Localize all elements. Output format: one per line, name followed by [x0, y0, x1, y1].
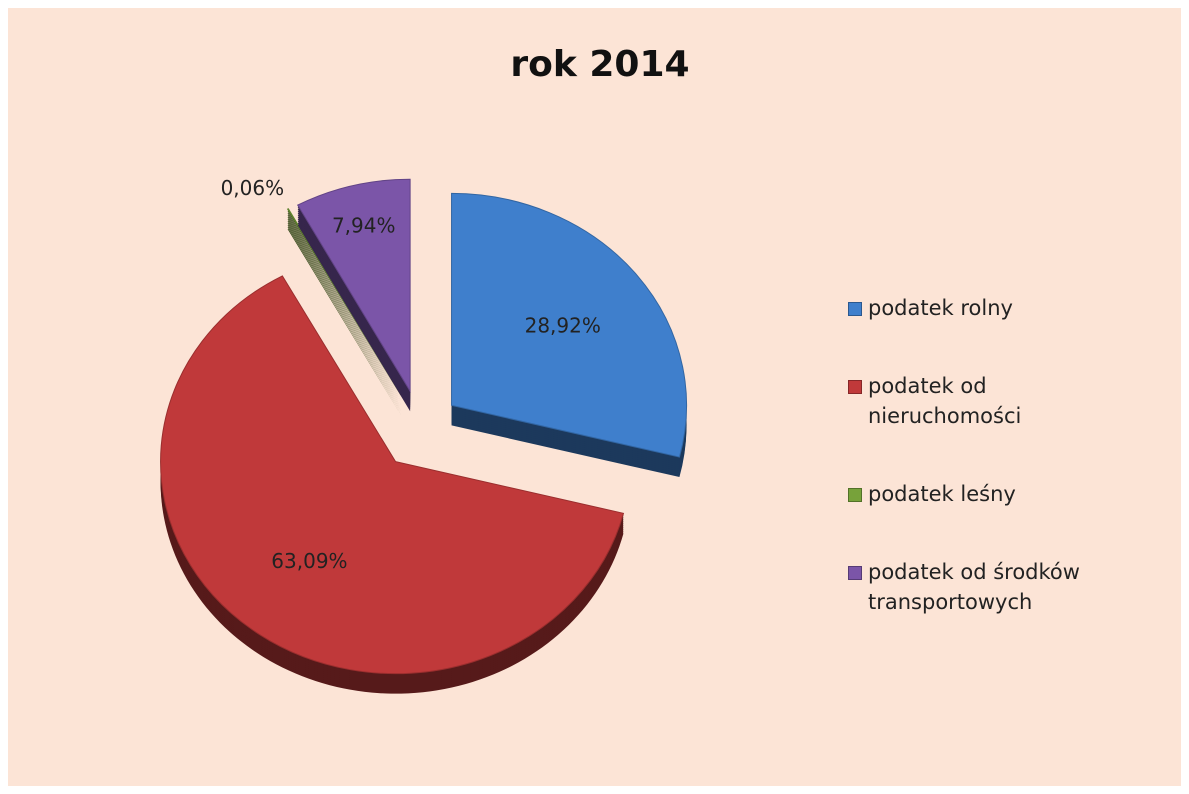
- slice: [296, 178, 411, 412]
- slice-side: [287, 216, 401, 403]
- slice-top: [296, 178, 411, 394]
- legend-item: podatek od środków transportowych: [848, 557, 1168, 617]
- slice-side: [287, 218, 401, 405]
- slice: [160, 275, 625, 694]
- slice-side: [287, 212, 401, 399]
- legend-item: podatek od nieruchomości: [848, 371, 1168, 431]
- slice-side: [287, 210, 401, 397]
- legend-item: podatek leśny: [848, 479, 1168, 509]
- slice-side: [287, 220, 401, 407]
- legend-label: podatek rolny: [868, 296, 1013, 320]
- data-label: 63,09%: [271, 549, 347, 573]
- data-label: 7,94%: [332, 213, 396, 237]
- legend-label: podatek od nieruchomości: [868, 374, 1022, 428]
- legend-swatch: [848, 302, 862, 316]
- slice-top: [160, 275, 625, 675]
- chart: rok 2014 28,92% 63,09% 0,06% 7,94% podatek …: [8, 8, 1181, 786]
- data-label: 0,06%: [221, 176, 285, 200]
- legend-swatch: [848, 380, 862, 394]
- legend-swatch: [848, 488, 862, 502]
- slice-side: [287, 222, 401, 409]
- slice-side: [287, 226, 401, 413]
- legend-label: podatek od środków transportowych: [868, 560, 1080, 614]
- slice-side: [287, 224, 401, 411]
- slice-side: [287, 228, 401, 415]
- legend-swatch: [848, 566, 862, 580]
- legend-item: podatek rolny: [848, 293, 1168, 323]
- legend-label: podatek leśny: [868, 482, 1016, 506]
- data-label: 28,92%: [525, 314, 601, 338]
- slice: [451, 192, 687, 478]
- legend: podatek rolny podatek od nieruchomości pod…: [848, 293, 1168, 665]
- slice-side: [287, 214, 401, 401]
- chart-svg: rok 2014 28,92% 63,09% 0,06% 7,94%: [160, 44, 690, 694]
- chart-title: rok 2014: [510, 44, 689, 85]
- slice-top: [451, 192, 687, 458]
